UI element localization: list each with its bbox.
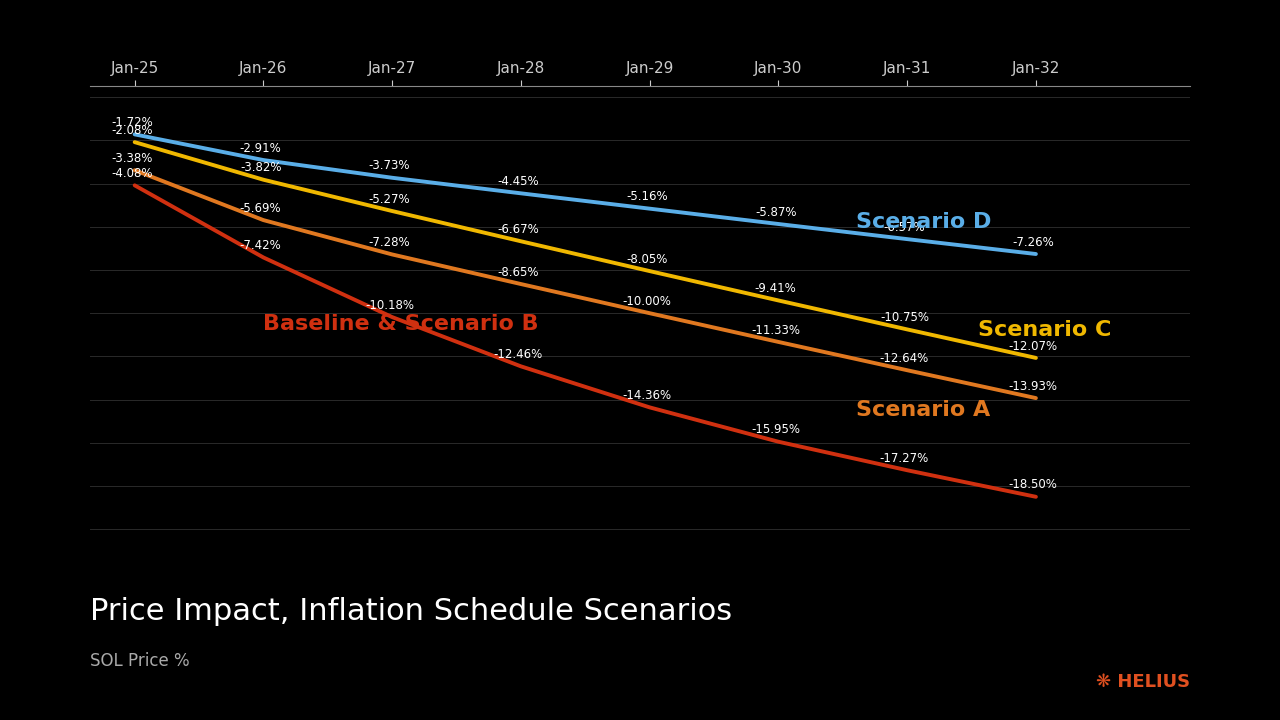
Text: -5.69%: -5.69% bbox=[239, 202, 282, 215]
Text: Baseline & Scenario B: Baseline & Scenario B bbox=[264, 314, 539, 334]
Text: -4.45%: -4.45% bbox=[498, 175, 539, 188]
Text: -10.75%: -10.75% bbox=[879, 311, 929, 324]
Text: -9.41%: -9.41% bbox=[755, 282, 796, 295]
Text: -3.82%: -3.82% bbox=[239, 161, 282, 174]
Text: Scenario D: Scenario D bbox=[855, 212, 991, 233]
Text: -10.18%: -10.18% bbox=[365, 299, 413, 312]
Text: -6.57%: -6.57% bbox=[883, 221, 925, 234]
Text: -18.50%: -18.50% bbox=[1009, 479, 1057, 492]
Text: -12.07%: -12.07% bbox=[1009, 340, 1057, 353]
Text: -11.33%: -11.33% bbox=[751, 323, 800, 336]
Text: -1.72%: -1.72% bbox=[111, 116, 152, 129]
Text: Scenario C: Scenario C bbox=[978, 320, 1111, 341]
Text: -17.27%: -17.27% bbox=[879, 452, 929, 465]
Text: -10.00%: -10.00% bbox=[622, 295, 671, 308]
Text: -6.67%: -6.67% bbox=[497, 223, 539, 236]
Text: -12.64%: -12.64% bbox=[879, 352, 929, 365]
Text: -5.27%: -5.27% bbox=[369, 193, 410, 206]
Text: -5.87%: -5.87% bbox=[755, 206, 796, 219]
Text: -3.73%: -3.73% bbox=[369, 159, 410, 172]
Text: -8.05%: -8.05% bbox=[626, 253, 668, 266]
Text: -14.36%: -14.36% bbox=[622, 389, 672, 402]
Text: -13.93%: -13.93% bbox=[1009, 379, 1057, 392]
Text: -4.08%: -4.08% bbox=[111, 167, 152, 180]
Text: ❋ HELIUS: ❋ HELIUS bbox=[1096, 673, 1190, 691]
Text: Price Impact, Inflation Schedule Scenarios: Price Impact, Inflation Schedule Scenari… bbox=[90, 598, 732, 626]
Text: -12.46%: -12.46% bbox=[494, 348, 543, 361]
Text: -15.95%: -15.95% bbox=[751, 423, 800, 436]
Text: -3.38%: -3.38% bbox=[111, 152, 152, 165]
Text: -7.26%: -7.26% bbox=[1012, 235, 1053, 248]
Text: SOL Price %: SOL Price % bbox=[90, 652, 189, 670]
Text: -2.08%: -2.08% bbox=[111, 124, 152, 137]
Text: Scenario A: Scenario A bbox=[855, 400, 989, 420]
Text: -7.28%: -7.28% bbox=[369, 236, 410, 249]
Text: -5.16%: -5.16% bbox=[626, 190, 668, 203]
Text: -2.91%: -2.91% bbox=[239, 142, 282, 155]
Text: -7.42%: -7.42% bbox=[239, 239, 282, 252]
Text: -8.65%: -8.65% bbox=[498, 266, 539, 279]
